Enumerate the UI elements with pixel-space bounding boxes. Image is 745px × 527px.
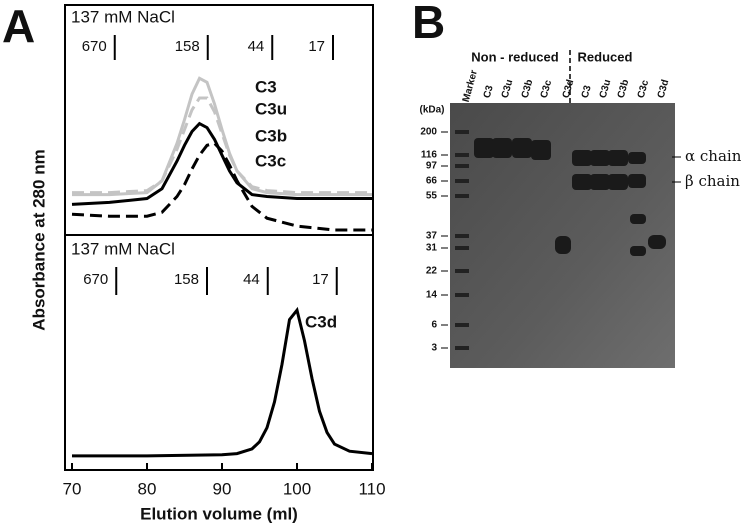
marker-label: 158 bbox=[175, 38, 200, 55]
series-line bbox=[71, 121, 372, 206]
x-tick-label: 90 bbox=[213, 479, 232, 498]
lane-label: C3 bbox=[580, 84, 594, 100]
lane-label: C3u bbox=[598, 78, 614, 99]
band bbox=[608, 174, 628, 190]
legend-entry: C3c bbox=[255, 151, 286, 170]
marker-label: 44 bbox=[243, 271, 260, 288]
band bbox=[648, 235, 666, 249]
lane-label: C3u bbox=[500, 78, 516, 99]
ladder-label: 14 bbox=[426, 290, 438, 301]
x-tick-label: 80 bbox=[138, 479, 157, 498]
ladder-band bbox=[455, 246, 469, 250]
band bbox=[474, 138, 494, 158]
ladder-band bbox=[455, 234, 469, 238]
legend-entry: C3 bbox=[255, 77, 277, 96]
x-tick-label: 100 bbox=[283, 479, 311, 498]
panel-label: B bbox=[412, 0, 445, 48]
ladder-band bbox=[455, 269, 469, 273]
series-line bbox=[72, 76, 372, 197]
ladder-label: 3 bbox=[431, 343, 437, 354]
marker-label: 17 bbox=[308, 38, 325, 55]
band bbox=[572, 174, 592, 190]
marker-label: 158 bbox=[174, 271, 199, 288]
marker-label: 17 bbox=[312, 271, 329, 288]
legend-entry: C3d bbox=[305, 312, 337, 331]
lane-label: C3c bbox=[636, 78, 651, 99]
chain-label: α chain bbox=[685, 147, 742, 165]
annotation: 137 mM NaCl bbox=[71, 7, 175, 26]
lane-label: C3d bbox=[656, 78, 672, 99]
ladder-band bbox=[455, 164, 469, 168]
band bbox=[608, 150, 628, 166]
gel-bands bbox=[474, 138, 666, 256]
annotation: 137 mM NaCl bbox=[71, 239, 175, 258]
band bbox=[590, 174, 610, 190]
ladder-label: 6 bbox=[431, 320, 437, 331]
ladder-band bbox=[455, 179, 469, 183]
band bbox=[512, 138, 532, 158]
band bbox=[630, 246, 646, 256]
band bbox=[572, 150, 592, 166]
ladder-band bbox=[455, 130, 469, 134]
lane-label: C3c bbox=[539, 78, 554, 99]
ladder-band bbox=[455, 323, 469, 327]
ladder-band bbox=[455, 194, 469, 198]
band bbox=[492, 138, 512, 158]
band bbox=[630, 214, 646, 224]
band bbox=[628, 174, 646, 188]
ladder-band bbox=[455, 293, 469, 297]
series-line bbox=[71, 141, 372, 232]
group-label: Non - reduced bbox=[471, 49, 558, 64]
legend-entry: C3u bbox=[255, 99, 287, 118]
lane-label: C3b bbox=[616, 78, 632, 99]
lane-label: Marker bbox=[461, 69, 480, 104]
band bbox=[590, 150, 610, 166]
unit-label: (kDa) bbox=[419, 105, 444, 116]
series-line bbox=[72, 306, 373, 458]
band bbox=[555, 236, 571, 254]
ladder-label: 116 bbox=[421, 150, 438, 161]
legend-entry: C3b bbox=[255, 126, 287, 145]
lane-label: C3b bbox=[520, 78, 536, 99]
group-label: Reduced bbox=[578, 49, 633, 64]
marker-label: 670 bbox=[83, 271, 108, 288]
y-axis-label: Absorbance at 280 nm bbox=[29, 149, 48, 330]
marker-label: 670 bbox=[82, 38, 107, 55]
ladder-band bbox=[455, 153, 469, 157]
x-axis-label: Elution volume (ml) bbox=[140, 504, 298, 523]
x-tick-label: 110 bbox=[358, 479, 385, 498]
band bbox=[531, 140, 551, 160]
lane-label: C3 bbox=[482, 84, 496, 100]
ladder-label: 22 bbox=[426, 266, 438, 277]
chain-label: β chain bbox=[685, 172, 740, 190]
ladder-label: 66 bbox=[426, 176, 438, 187]
ladder-band bbox=[455, 346, 469, 350]
lane-label: C3d bbox=[561, 78, 577, 99]
x-tick-label: 70 bbox=[63, 479, 82, 498]
marker-label: 44 bbox=[248, 38, 265, 55]
panel-label: A bbox=[2, 0, 35, 52]
series-line bbox=[72, 96, 372, 195]
ladder-label: 97 bbox=[426, 161, 438, 172]
ladder-label: 200 bbox=[420, 127, 437, 138]
plot-frame bbox=[64, 4, 374, 471]
ladder-label: 55 bbox=[426, 191, 438, 202]
ladder-label: 31 bbox=[426, 243, 438, 254]
band bbox=[628, 152, 646, 164]
ladder-label: 37 bbox=[426, 231, 438, 242]
